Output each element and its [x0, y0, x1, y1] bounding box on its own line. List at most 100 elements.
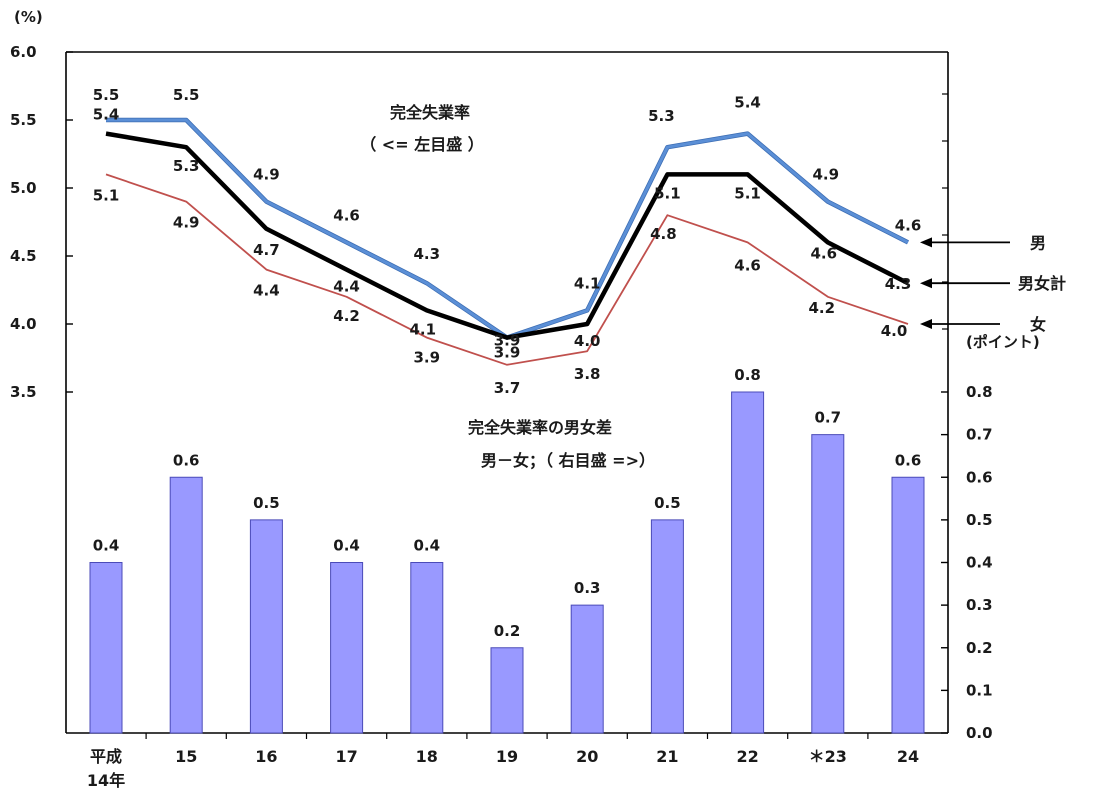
bar-value-label: 0.5 — [654, 494, 681, 512]
bar-value-label: 0.8 — [734, 366, 761, 384]
right-tick-label: 0.8 — [966, 383, 993, 401]
bar-value-label: 0.4 — [93, 537, 120, 555]
bar-value-label: 0.4 — [414, 537, 441, 555]
right-tick-label: 0.7 — [966, 426, 993, 444]
female-value-label: 3.8 — [574, 365, 601, 383]
x-tick-label: 19 — [496, 747, 518, 766]
bar — [169, 476, 203, 734]
legend-label: 男 — [1030, 233, 1046, 252]
right-tick-label: 0.1 — [966, 681, 993, 699]
right-tick-label: 0.5 — [966, 511, 993, 529]
male-value-label: 4.6 — [895, 216, 922, 234]
series-line — [105, 131, 910, 340]
left-tick-label: 6.0 — [10, 43, 37, 61]
series-line — [105, 173, 909, 366]
bar-value-label: 0.5 — [253, 494, 280, 512]
male-value-label: 4.9 — [813, 166, 840, 184]
male-value-label: 5.3 — [648, 107, 675, 125]
x-tick-label: 24 — [897, 747, 919, 766]
total-value-label: 4.4 — [333, 278, 360, 296]
bar — [570, 604, 604, 734]
x-tick-label: 平成 14年 — [87, 747, 125, 790]
legend-arrow-head — [920, 237, 932, 248]
female-value-label: 4.2 — [809, 299, 836, 317]
female-value-label: 5.1 — [93, 186, 120, 204]
line-axis-note: （ <= 左目盛 ） — [360, 135, 484, 154]
legend-arrow-head — [920, 319, 932, 329]
right-tick-label: 0.3 — [966, 596, 993, 614]
bar-value-label: 0.4 — [333, 537, 360, 555]
female-value-label: 4.8 — [650, 225, 677, 243]
female-value-label: 4.6 — [734, 256, 761, 274]
female-value-label: 4.4 — [253, 282, 280, 300]
male-value-label: 4.1 — [574, 274, 601, 292]
total-value-label: 4.6 — [811, 244, 838, 262]
left-axis-unit-label: (%) — [14, 8, 43, 26]
x-tick-label: 16 — [255, 747, 277, 766]
bar — [490, 647, 524, 734]
bar — [650, 519, 684, 734]
bar-axis-note: 男－女；（ 右目盛 =>） — [481, 451, 655, 470]
legend-label: 女 — [1030, 315, 1046, 334]
x-tick-label: 22 — [736, 747, 758, 766]
x-tick-label: 21 — [656, 747, 678, 766]
female-value-label: 4.2 — [333, 307, 360, 325]
bar-value-label: 0.7 — [815, 409, 842, 427]
total-value-label: 4.1 — [410, 320, 437, 338]
right-tick-label: 0.6 — [966, 468, 993, 486]
x-tick-label: 18 — [416, 747, 438, 766]
left-tick-label: 5.5 — [10, 111, 37, 129]
left-tick-label: 5.0 — [10, 179, 37, 197]
legend-arrow-head — [920, 278, 932, 289]
total-value-label: 5.3 — [173, 157, 200, 175]
right-tick-label: 0.4 — [966, 554, 993, 572]
male-value-label: 5.5 — [93, 86, 120, 104]
total-value-label: 5.4 — [93, 106, 120, 124]
series-line — [106, 118, 909, 340]
bar — [330, 562, 364, 734]
data-labels: 0.4 0.6 0.5 0.4 0.4 0.2 0.3 0.5 0.8 0.7 0.6 5.5 5.5 4… — [93, 86, 922, 640]
bar — [731, 391, 765, 734]
male-value-label: 3.9 — [494, 344, 521, 362]
series-line-outline — [106, 117, 910, 340]
male-value-label: 4.6 — [333, 206, 360, 224]
x-tick-label: 20 — [576, 747, 598, 766]
female-value-label: 4.9 — [173, 214, 200, 232]
right-tick-label: 0.2 — [966, 639, 993, 657]
male-value-label: 5.4 — [734, 94, 761, 112]
bar — [891, 476, 925, 734]
bar — [89, 562, 123, 734]
left-tick-label: 3.5 — [10, 383, 37, 401]
female-value-label: 3.7 — [494, 379, 521, 397]
bar-value-label: 0.3 — [574, 579, 601, 597]
axes: 6.05.55.04.54.03.5 0.80.70.60.50.40.30.20… — [10, 43, 993, 790]
total-value-label: 5.1 — [654, 184, 681, 202]
bar-value-label: 0.6 — [895, 451, 922, 469]
total-value-label: 3.9 — [494, 332, 521, 350]
left-tick-label: 4.0 — [10, 315, 37, 333]
right-axis-unit-label: (ポイント) — [966, 333, 1040, 351]
male-value-label: 4.9 — [253, 166, 280, 184]
bar — [249, 519, 283, 734]
x-tick-label: 17 — [335, 747, 357, 766]
total-value-label: 5.1 — [734, 184, 761, 202]
annotations: (%) (ポイント) 完全失業率 （ <= 左目盛 ） 完全失業率の男女差 男－… — [14, 8, 1040, 470]
legend-label: 男女計 — [1018, 274, 1066, 293]
female-value-label: 4.0 — [881, 322, 908, 340]
male-value-label: 4.3 — [414, 245, 441, 263]
bar — [811, 434, 845, 734]
female-value-label: 3.9 — [414, 349, 441, 367]
total-value-label: 4.7 — [253, 241, 280, 259]
line-series — [105, 117, 910, 366]
right-tick-label: 0.0 — [966, 724, 993, 742]
total-value-label: 4.0 — [574, 332, 601, 350]
male-value-label: 5.5 — [173, 86, 200, 104]
x-tick-label: 15 — [175, 747, 197, 766]
bar-chart-title: 完全失業率の男女差 — [468, 418, 612, 437]
line-chart-title: 完全失業率 — [390, 103, 470, 122]
bar-series — [89, 391, 925, 734]
bar-value-label: 0.2 — [494, 622, 521, 640]
